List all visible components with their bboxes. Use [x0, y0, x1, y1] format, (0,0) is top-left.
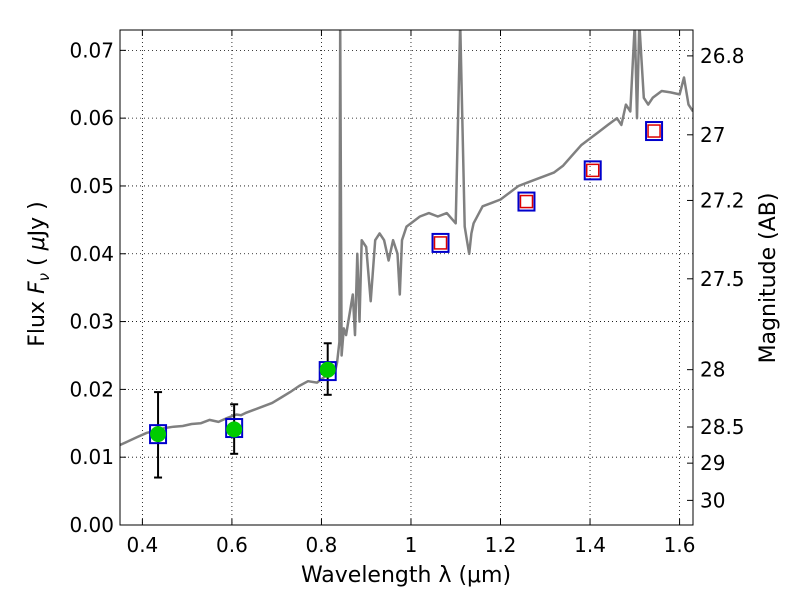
x-tick-label: 0.6	[216, 533, 248, 557]
y2-axis-label: Magnitude (AB)	[756, 193, 781, 364]
y2-tick-label: 26.8	[700, 44, 745, 68]
spectrum-line	[120, 30, 693, 447]
y2-tick-label: 27	[700, 123, 725, 147]
predicted-photometry-square	[585, 163, 600, 178]
x-tick-label: 1.2	[485, 533, 517, 557]
y-axis-label: Flux Fν ( μJy )	[25, 201, 53, 346]
y-tick-label: 0.05	[69, 174, 114, 198]
axes-frame	[119, 29, 694, 526]
observed-photometry-point	[319, 361, 336, 378]
x-tick-label: 1	[405, 533, 418, 557]
x-tick-label: 0.4	[126, 533, 158, 557]
x-tick-label: 1.6	[664, 533, 696, 557]
observed-photometry-point	[150, 426, 167, 443]
model-photometry-square	[645, 121, 664, 142]
y-tick-label: 0.03	[69, 310, 114, 334]
x-axis-label: Wavelength λ (μm)	[301, 563, 511, 588]
y2-tick-label: 30	[700, 488, 725, 512]
tick-labels: 0.4 0.6 0.8 1 1.2 1.4 1.6 0.00 0.01 0.02 0.03 0.04 0…	[69, 38, 744, 557]
observed-photometry-point	[226, 421, 243, 438]
y2-tick-label: 27.2	[700, 188, 745, 212]
x-tick-label: 1.4	[574, 533, 606, 557]
grid	[120, 30, 693, 526]
predicted-photometry-square	[519, 194, 534, 209]
x-tick-label: 0.8	[306, 533, 338, 557]
y-tick-label: 0.07	[69, 38, 114, 62]
model-photometry-square	[583, 160, 602, 181]
model-photometry-square	[431, 232, 450, 253]
plot-area	[120, 30, 693, 479]
y-tick-label: 0.02	[69, 377, 114, 401]
y-tick-label: 0.00	[69, 513, 114, 537]
y-tick-label: 0.01	[69, 445, 114, 469]
y-tick-label: 0.06	[69, 106, 114, 130]
y2-tick-label: 29	[700, 451, 725, 475]
y2-tick-label: 27.5	[700, 267, 745, 291]
y2-tick-label: 28	[700, 358, 725, 382]
model-photometry-square	[517, 191, 536, 212]
y-tick-label: 0.04	[69, 242, 114, 266]
ticks	[120, 30, 693, 526]
plot-content	[120, 30, 693, 479]
predicted-photometry-square	[433, 236, 448, 250]
y2-tick-label: 28.5	[700, 415, 745, 439]
predicted-photometry-square	[647, 124, 661, 138]
